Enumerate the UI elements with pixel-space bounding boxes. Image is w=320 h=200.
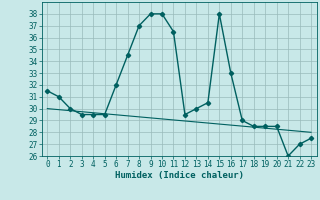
X-axis label: Humidex (Indice chaleur): Humidex (Indice chaleur)	[115, 171, 244, 180]
